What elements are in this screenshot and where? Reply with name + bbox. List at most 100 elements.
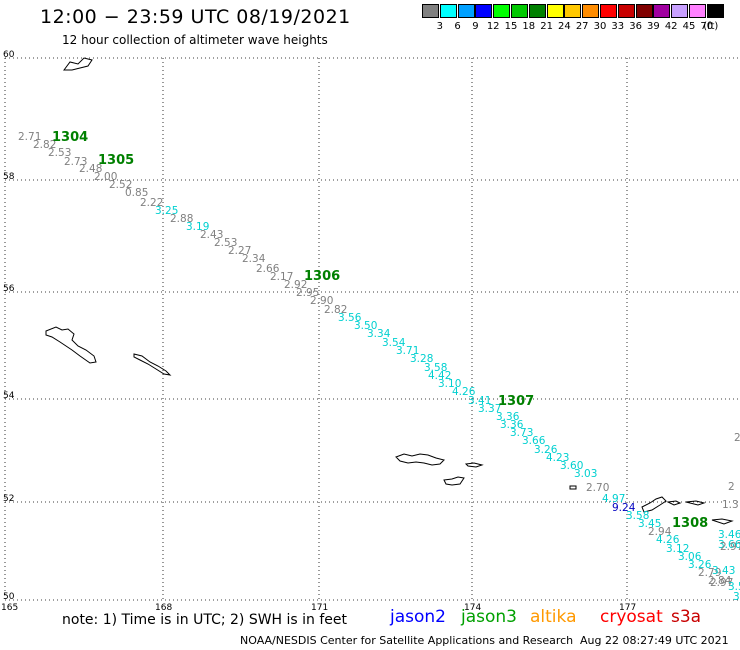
island-agattu <box>443 476 465 486</box>
legend-label: 6 <box>454 21 461 32</box>
mission-label-altika: altika <box>530 607 577 627</box>
latitude-label: 58 <box>3 172 15 182</box>
coastlines <box>45 57 734 525</box>
wave-height-value: 3.36 <box>500 419 524 431</box>
wave-height-value: 3.73 <box>510 427 533 439</box>
wave-height-value: 3.26 <box>688 559 712 571</box>
wave-height-value: 3.5 <box>728 581 740 593</box>
wave-height-value: 3.03 <box>574 468 597 480</box>
units-note: note: 1) Time is in UTC; 2) SWH is in fe… <box>62 612 348 628</box>
wave-height-value: 2.22 <box>140 197 163 209</box>
legend-label: 24 <box>558 21 571 32</box>
legend-label: 33 <box>611 21 625 32</box>
legend-swatch <box>528 4 546 18</box>
page-title: 12:00 − 23:59 UTC 08/19/2021 <box>40 6 351 28</box>
wave-height-value: 4.26 <box>656 534 680 546</box>
wave-height-value: 4.42 <box>428 370 451 382</box>
legend-swatch <box>493 4 511 18</box>
wave-height-value: 2.92 <box>284 279 307 291</box>
wave-height-value: 2.97 <box>710 577 733 589</box>
wave-height-value: 3.26 <box>534 444 558 456</box>
legend-unit: (ft) <box>703 21 719 32</box>
legend-swatch <box>564 4 582 18</box>
legend-label: 21 <box>540 21 553 32</box>
wave-height-value: 3.25 <box>155 205 178 217</box>
wave-height-value: 3.41 <box>468 395 491 407</box>
mission-label-cryosat: cryosat <box>600 607 663 627</box>
wave-height-value: 3.34 <box>367 328 391 340</box>
coastline-alaska <box>63 57 93 71</box>
island-rat <box>666 500 682 506</box>
legend-swatch <box>511 4 528 18</box>
generated-timestamp: Aug 22 08:27:49 UTC 2021 <box>580 634 729 647</box>
pass-number-label: 1308 <box>672 516 708 531</box>
legend-label: 18 <box>522 21 536 32</box>
longitude-label: 174 <box>464 603 481 613</box>
legend-label: 15 <box>504 21 518 32</box>
pass-number-label: 1304 <box>52 130 88 145</box>
island-buldir <box>569 485 577 490</box>
wave-height-value: 2.90 <box>310 295 333 307</box>
island-medny <box>133 353 172 376</box>
wave-height-value: 2.88 <box>170 213 193 225</box>
island-attu <box>395 453 445 466</box>
wave-height-value: 3.45 <box>638 518 661 530</box>
page-subtitle: 12 hour collection of altimeter wave hei… <box>62 33 328 47</box>
wave-height-value: 2.70 <box>586 482 609 494</box>
island-amchitka <box>685 500 706 506</box>
wave-height-value: 2.95 <box>296 287 319 299</box>
legend-swatch <box>439 4 457 18</box>
credit-line: NOAA/NESDIS Center for Satellite Applica… <box>240 634 574 647</box>
altimeter-track: 2.712.822.532.732.482.002.520.852.223.25… <box>18 131 740 603</box>
legend-label: 42 <box>664 21 678 32</box>
legend-label: 45 <box>682 21 696 32</box>
wave-height-value: 4.97 <box>602 493 625 505</box>
wave-height-value: 3.50 <box>354 320 377 332</box>
legend-label: 36 <box>629 21 642 32</box>
mission-label-jason3: jason3 <box>461 607 517 627</box>
legend-swatch <box>422 4 439 18</box>
wave-height-value: 2.71 <box>18 131 41 143</box>
pass-labels: 1304 1305 1306 1307 1308 <box>52 130 708 531</box>
pass-number-label: 1307 <box>498 394 534 409</box>
wave-height-value: 3.19 <box>186 221 209 233</box>
wave-height-value: 4.23 <box>546 452 569 464</box>
wave-height-value: 3.66 <box>522 435 546 447</box>
legend-label: 70 <box>700 21 714 32</box>
wave-height-value: 2.53 <box>214 237 237 249</box>
pass-number-label: 1305 <box>98 153 134 168</box>
wave-height-value: 2.66 <box>256 263 280 275</box>
wave-height-value: 3.54 <box>382 337 406 349</box>
wave-height-value: 1.3 <box>722 499 739 511</box>
latitude-label: 60 <box>3 50 15 60</box>
wave-height-value: 3.12 <box>666 543 689 555</box>
wave-height-value: 2.79 <box>698 567 721 579</box>
wave-height-value: 2.97 <box>720 541 740 553</box>
wave-height-value: 3.10 <box>438 378 461 390</box>
mission-label-jason2: jason2 <box>390 607 446 627</box>
wave-height-value: 2.94 <box>648 526 672 538</box>
legend-label: 27 <box>575 21 589 32</box>
wave-height-value: 3.58 <box>424 362 447 374</box>
wave-height-value: 2.34 <box>242 253 266 265</box>
wave-height-value: 3.71 <box>396 345 419 357</box>
wave-height-value: 3.58 <box>626 510 649 522</box>
wave-height-value: 2.43 <box>200 229 223 241</box>
wave-height-value: 2.84 <box>708 575 732 587</box>
latitude-label: 54 <box>3 391 15 401</box>
wave-height-value: 2.82 <box>324 304 347 316</box>
legend-swatch <box>617 4 635 18</box>
wave-height-value: 3.43 <box>712 565 735 577</box>
wave-height-value: 2.27 <box>228 245 251 257</box>
legend-swatch <box>635 4 653 18</box>
wave-height-value: 4.26 <box>452 386 476 398</box>
wave-height-value: 0.85 <box>125 187 148 199</box>
wave-height-value: 3.60 <box>560 460 583 472</box>
wave-height-value: 2.17 <box>270 271 293 283</box>
legend-label: 12 <box>486 21 500 32</box>
wave-height-value: 2.00 <box>94 171 117 183</box>
latitude-label: 50 <box>3 592 15 602</box>
legend-swatch <box>706 4 724 18</box>
wave-height-value: 3.06 <box>678 551 702 563</box>
